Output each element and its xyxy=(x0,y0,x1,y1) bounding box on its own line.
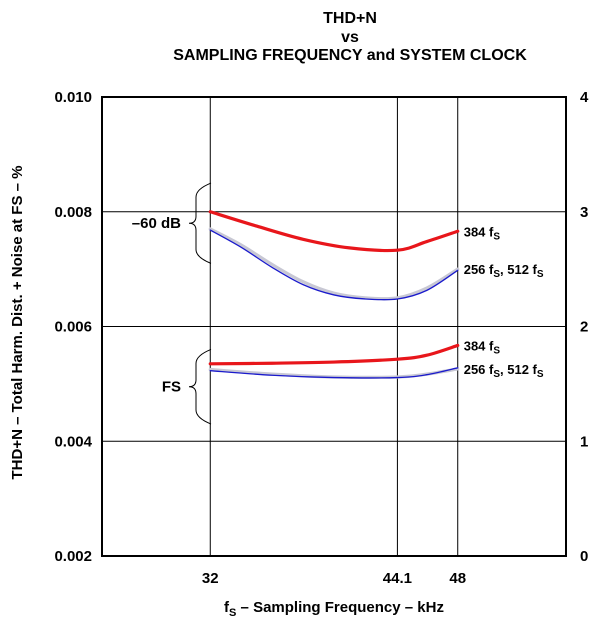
curve-labels: 384 fS 256 fS, 512 fS 384 fS 256 fS, 512 fS xyxy=(464,224,544,380)
group-label: –60 dB xyxy=(132,215,181,232)
title-line: vs xyxy=(341,29,359,46)
curve-label: 256 fS, 512 fS xyxy=(464,362,544,380)
y-axis-label: THD+N – Total Harm. Dist. + Noise at FS … xyxy=(9,166,26,480)
gridlines xyxy=(102,97,566,556)
y-tick-label: 0.006 xyxy=(54,319,92,336)
group-braces: –60 dB FS xyxy=(132,182,212,425)
series-line xyxy=(209,229,459,301)
series-line xyxy=(208,343,460,366)
group-brace xyxy=(188,182,212,264)
y2-tick-label: 3 xyxy=(580,204,588,221)
x-tick-label: 32 xyxy=(202,570,219,587)
y-tick-label: 0.002 xyxy=(54,548,92,565)
curve-label: 256 fS, 512 fS xyxy=(464,262,544,280)
y-axis-ticks: 0.010 0.008 0.006 0.004 0.002 xyxy=(54,89,92,565)
series-lines xyxy=(208,210,460,379)
group-label: FS xyxy=(162,379,181,396)
y-tick-label: 0.010 xyxy=(54,89,92,106)
series-line xyxy=(208,227,460,301)
curve-label: 384 fS xyxy=(464,224,501,242)
y2-tick-label: 1 xyxy=(580,433,588,450)
y2-tick-label: 0 xyxy=(580,548,588,565)
y2-axis-ticks: 4 3 2 1 0 xyxy=(580,89,589,565)
title-line: THD+N xyxy=(323,10,377,27)
y2-tick-label: 2 xyxy=(580,319,588,336)
x-axis-ticks: 32 44.1 48 xyxy=(202,570,466,587)
series-line xyxy=(209,367,459,379)
series-line xyxy=(208,210,460,253)
y-tick-label: 0.008 xyxy=(54,204,92,221)
y-tick-label: 0.004 xyxy=(54,433,92,450)
curve-label: 384 fS xyxy=(464,338,501,356)
y2-tick-label: 4 xyxy=(580,89,589,106)
group-brace xyxy=(188,348,212,425)
x-tick-label: 44.1 xyxy=(383,570,412,587)
x-tick-label: 48 xyxy=(449,570,466,587)
x-axis-label: fS – Sampling Frequency – kHz xyxy=(224,599,444,619)
title-line: SAMPLING FREQUENCY and SYSTEM CLOCK xyxy=(173,47,527,64)
